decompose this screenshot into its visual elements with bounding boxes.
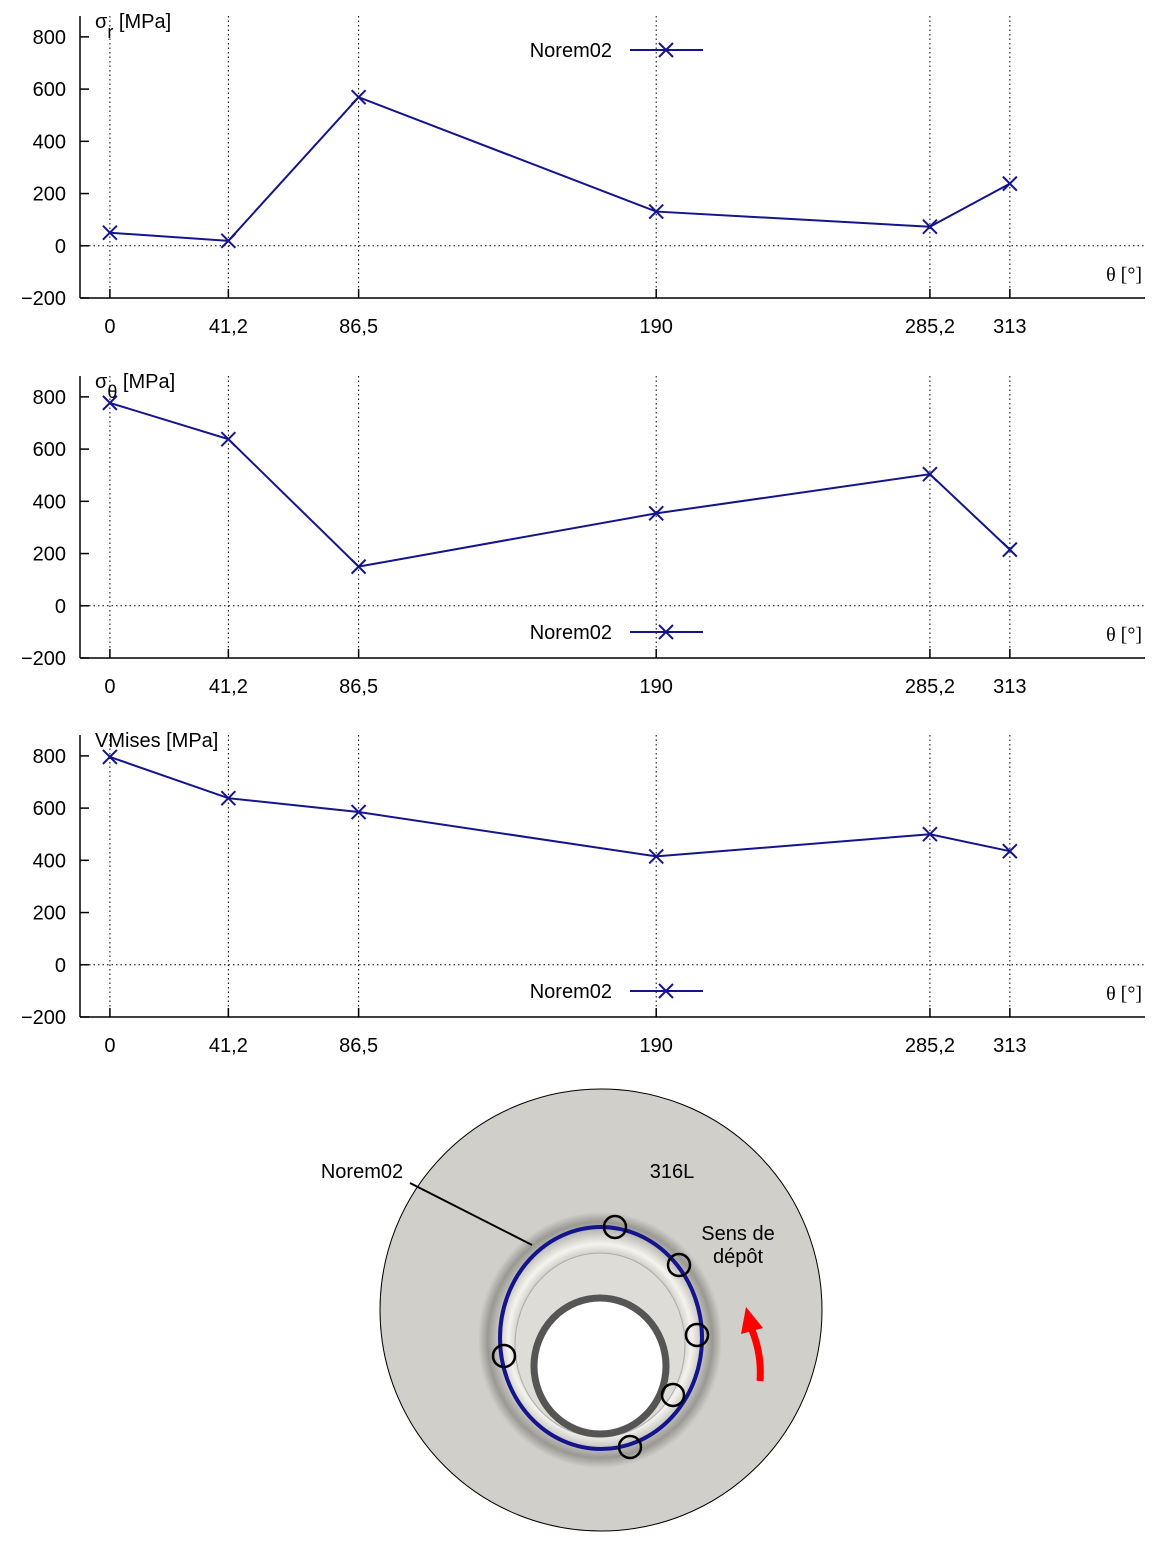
y-axis-label-part: [MPa] xyxy=(113,11,171,33)
marker xyxy=(350,89,367,105)
x-tick-label: 285,2 xyxy=(905,1035,955,1057)
arrow xyxy=(748,1328,764,1382)
y-axis-label-part: σ xyxy=(95,371,108,393)
marker xyxy=(220,790,237,806)
x-tick-label: 313 xyxy=(993,676,1026,698)
marker xyxy=(922,826,938,842)
y-axis-label-part: [MPa] xyxy=(117,371,175,393)
material-label: 316L xyxy=(650,1161,695,1183)
marker xyxy=(648,848,664,865)
marker xyxy=(1002,175,1018,192)
y-axis-label: σθ [MPa] xyxy=(95,371,175,402)
y-tick-label: 200 xyxy=(33,184,66,206)
x-tick-label: 86,5 xyxy=(339,316,378,338)
y-tick-label: 600 xyxy=(33,798,66,820)
x-tick-label: 190 xyxy=(640,1035,673,1057)
marker xyxy=(102,225,118,241)
norem-line xyxy=(498,1225,704,1451)
x-tick-label: 285,2 xyxy=(905,676,955,698)
series-line xyxy=(109,96,1011,242)
x-tick-label: 190 xyxy=(640,316,673,338)
x-axis-label: θ [°] xyxy=(1106,624,1142,646)
x-axis-label: θ [°] xyxy=(1106,983,1142,1005)
leader-line xyxy=(409,1182,533,1246)
x-tick-label: 313 xyxy=(993,1035,1026,1057)
marker xyxy=(922,219,938,235)
chart: −200 0 200 400 600 800 0 41,2 86,5 190 285,2 313 σr … xyxy=(21,11,1145,338)
y-tick-label: −200 xyxy=(21,1007,66,1029)
y-tick-label: 800 xyxy=(33,387,66,409)
x-tick-label: 0 xyxy=(104,316,115,338)
legend-marker xyxy=(658,42,674,58)
y-tick-label: −200 xyxy=(21,288,66,310)
series-line xyxy=(109,401,1011,568)
coating-label: Norem02 xyxy=(321,1161,403,1183)
x-tick-label: 285,2 xyxy=(905,316,955,338)
x-tick-label: 41,2 xyxy=(209,316,248,338)
marker xyxy=(220,233,237,249)
y-tick-label: 0 xyxy=(55,955,66,977)
point xyxy=(617,1434,643,1460)
legend-marker xyxy=(658,983,674,999)
y-axis-label: σr [MPa] xyxy=(95,11,171,42)
point xyxy=(684,1322,710,1348)
y-tick-label: 400 xyxy=(33,491,66,513)
marker xyxy=(102,395,118,411)
y-axis-label-part: VMises [MPa] xyxy=(95,730,218,752)
x-tick-label: 41,2 xyxy=(209,676,248,698)
arrow-head xyxy=(741,1307,763,1334)
marker xyxy=(102,749,118,765)
y-tick-label: 0 xyxy=(55,236,66,258)
y-tick-label: 600 xyxy=(33,79,66,101)
marker xyxy=(648,505,664,522)
y-tick-label: −200 xyxy=(21,648,66,670)
y-tick-label: 400 xyxy=(33,131,66,153)
x-tick-label: 313 xyxy=(993,316,1026,338)
y-axis-label-part: σ xyxy=(95,11,108,33)
points xyxy=(491,1214,710,1460)
legend-label: Norem02 xyxy=(530,981,612,1003)
y-tick-label: 0 xyxy=(55,596,66,618)
y-tick-label: 200 xyxy=(33,544,66,566)
series-line xyxy=(109,755,1011,858)
x-tick-label: 0 xyxy=(104,676,115,698)
y-axis-label-part: r xyxy=(107,22,113,42)
x-tick-label: 0 xyxy=(104,1035,115,1057)
marker xyxy=(648,203,664,220)
x-tick-label: 86,5 xyxy=(339,1035,378,1057)
y-axis-label: VMises [MPa] xyxy=(95,730,218,752)
x-tick-label: 41,2 xyxy=(209,1035,248,1057)
marker xyxy=(350,804,367,820)
legend-label: Norem02 xyxy=(530,622,612,644)
x-tick-label: 86,5 xyxy=(339,676,378,698)
diagram: 316L Norem02 Sens de dépôt xyxy=(321,1088,823,1532)
marker xyxy=(1002,541,1018,558)
marker xyxy=(922,466,938,482)
x-tick-label: 190 xyxy=(640,676,673,698)
y-tick-label: 800 xyxy=(33,27,66,49)
x-axis-label: θ [°] xyxy=(1106,264,1142,286)
point xyxy=(660,1382,686,1408)
y-axis-label-part: θ xyxy=(107,382,117,402)
point xyxy=(666,1252,692,1278)
point xyxy=(602,1214,628,1240)
direction-label: Sens de xyxy=(701,1223,774,1245)
y-tick-label: 800 xyxy=(33,746,66,768)
marker xyxy=(220,431,237,447)
marker xyxy=(1002,843,1018,859)
point xyxy=(491,1343,517,1369)
marker xyxy=(350,558,367,575)
chart: −200 0 200 400 600 800 0 41,2 86,5 190 285,2 313 VMi… xyxy=(21,730,1145,1057)
legend-marker xyxy=(658,624,674,640)
y-tick-label: 200 xyxy=(33,903,66,925)
hole xyxy=(530,1294,670,1438)
y-tick-label: 400 xyxy=(33,850,66,872)
y-tick-label: 600 xyxy=(33,439,66,461)
direction-label: dépôt xyxy=(713,1246,763,1268)
legend-label: Norem02 xyxy=(530,40,612,62)
